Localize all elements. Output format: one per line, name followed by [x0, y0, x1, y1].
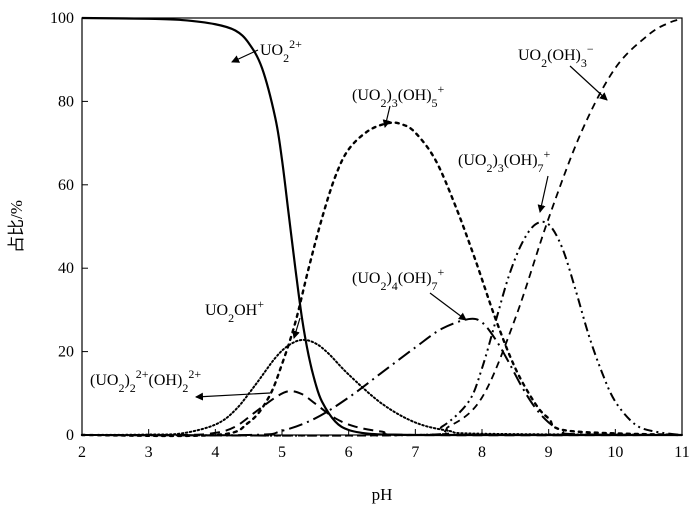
x-tick-label: 9 — [545, 444, 553, 461]
species-label-part: UO — [260, 42, 283, 59]
x-tick-label: 6 — [345, 444, 353, 461]
x-tick-label: 11 — [674, 444, 689, 461]
annotation-arrow — [537, 175, 549, 213]
species-label-part: (UO — [352, 270, 380, 287]
y-tick-label: 0 — [66, 427, 74, 444]
species-label-part: 5 — [432, 96, 438, 110]
x-tick-label: 3 — [145, 444, 153, 461]
annotation-arrow — [382, 105, 391, 128]
species-label-part: 7 — [432, 279, 438, 293]
species-label-part: ) — [492, 152, 497, 169]
species-label-part: UO — [518, 47, 541, 64]
species-label-part: 7 — [538, 161, 544, 175]
species-label-part: 2 — [541, 56, 547, 70]
x-tick-label: 7 — [411, 444, 419, 461]
species-label-part: + — [257, 297, 264, 311]
series-line-2 — [81, 338, 683, 436]
species-label-part: (UO — [352, 87, 380, 104]
species-label-part: (OH) — [504, 152, 538, 169]
species-label-part: 2 — [228, 311, 234, 325]
annotation-arrow — [195, 392, 271, 401]
y-tick-label: 80 — [58, 93, 74, 110]
species-label-part: (UO — [458, 152, 486, 169]
species-label-part: + — [438, 265, 445, 279]
species-label-part: 3 — [392, 96, 398, 110]
species-label-part: + — [544, 147, 551, 161]
series-line-7 — [81, 17, 683, 437]
species-label-part: + — [438, 82, 445, 96]
species-label-part: (OH) — [547, 47, 581, 64]
x-tick-label: 8 — [478, 444, 486, 461]
y-tick-label: 40 — [58, 260, 74, 277]
species-label-part: 2 — [118, 381, 124, 395]
annotation-arrow — [429, 292, 467, 321]
annotation-layer: UO22+UO2(OH)3−(UO2)3(OH)5+(UO2)3(OH)7+(U… — [90, 37, 608, 401]
x-tick-label: 2 — [78, 444, 86, 461]
species-label: UO2(OH)3− — [518, 42, 594, 70]
species-label-part: 2 — [182, 381, 188, 395]
species-label-part: ) — [386, 270, 391, 287]
species-label-part: 2 — [380, 96, 386, 110]
y-tick-label: 100 — [50, 10, 74, 27]
y-tick-label: 60 — [58, 177, 74, 194]
x-tick-label: 10 — [607, 444, 623, 461]
species-label: (UO2)22+(OH)22+ — [90, 367, 201, 395]
species-label-part: 2 — [130, 381, 136, 395]
species-label-part: 2+ — [188, 367, 201, 381]
series-line-6 — [81, 220, 683, 437]
x-tick-label: 5 — [278, 444, 286, 461]
x-axis: 2 3 4 5 6 7 8 9 10 11 — [78, 429, 690, 461]
species-label-part: 2 — [380, 279, 386, 293]
annotation-arrow — [569, 65, 608, 101]
species-label-part: 4 — [392, 279, 398, 293]
annotation-arrow — [292, 317, 301, 339]
species-label-part: 2 — [283, 51, 289, 65]
species-label-part: (OH) — [149, 372, 183, 389]
species-label: (UO2)4(OH)7+ — [352, 265, 445, 293]
species-label-part: 3 — [498, 161, 504, 175]
species-label: (UO2)3(OH)7+ — [458, 147, 551, 175]
species-label-part: − — [587, 42, 594, 56]
series-line-5 — [81, 317, 683, 437]
species-label-part: ) — [124, 372, 129, 389]
y-axis-title: 占比/% — [7, 200, 26, 253]
species-label-part: ) — [386, 87, 391, 104]
species-label: UO22+ — [260, 37, 302, 65]
species-label-part: (OH) — [398, 87, 432, 104]
species-label-part: 2 — [486, 161, 492, 175]
y-tick-label: 20 — [58, 344, 74, 361]
species-label-part: (OH) — [398, 270, 432, 287]
species-label-part: 2+ — [289, 37, 302, 51]
species-label-part: (UO — [90, 372, 118, 389]
x-axis-title: pH — [372, 485, 393, 504]
y-axis: 0 20 40 60 80 100 — [50, 10, 88, 444]
species-label: (UO2)3(OH)5+ — [352, 82, 445, 110]
x-tick-label: 4 — [211, 444, 219, 461]
species-label-part: OH — [234, 302, 258, 319]
species-label-part: 3 — [581, 56, 587, 70]
species-label: UO2OH+ — [205, 297, 264, 325]
annotation-arrow — [231, 49, 259, 63]
species-label-part: UO — [205, 302, 228, 319]
series-line-3 — [81, 390, 683, 437]
species-label-part: 2+ — [136, 367, 149, 381]
